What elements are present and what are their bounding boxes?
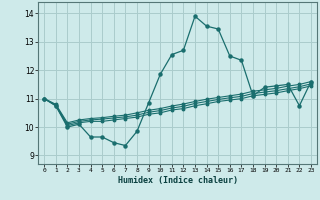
X-axis label: Humidex (Indice chaleur): Humidex (Indice chaleur): [118, 176, 238, 185]
